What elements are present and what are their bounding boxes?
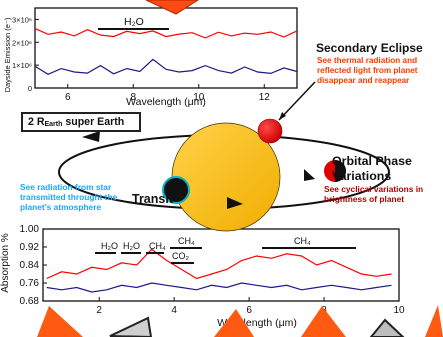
bottom-x-tick-label: 6 bbox=[246, 305, 252, 316]
top-x-tick-label: 12 bbox=[259, 92, 271, 103]
bottom-y-tick-label: 0.68 bbox=[20, 296, 40, 307]
orbital-phase-title: Orbital Phase Variations bbox=[332, 154, 412, 183]
bottom-y-tick-label: 0.92 bbox=[20, 242, 40, 253]
top-h2o-label: H₂O bbox=[124, 16, 144, 28]
top-y-tick-label: 2×10⁶ bbox=[12, 38, 32, 47]
top-y-tick-label: 1×10⁶ bbox=[12, 61, 32, 70]
bottom-x-tick-label: 4 bbox=[171, 305, 177, 316]
bottom-band-label-6: CH₄ bbox=[294, 236, 311, 246]
super-earth-prefix: 2 R bbox=[28, 116, 45, 128]
bottom-band-label-1: H₂O bbox=[101, 241, 118, 251]
bottom-band-label-4: CH₄ bbox=[178, 236, 195, 246]
far-right-orange-pointer bbox=[425, 305, 443, 337]
top-chart-frame bbox=[34, 7, 298, 89]
bottom-y-tick-label: 0.84 bbox=[20, 260, 40, 271]
super-earth-subscript: Earth bbox=[44, 121, 63, 128]
top-x-tick-label: 10 bbox=[193, 92, 205, 103]
top-emission-chart: 3×10⁶ 2×10⁶ 1×10⁶ 0 6 8 10 12 H₂O Wavelength (μm)… bbox=[3, 7, 298, 108]
bottom-y-axis-label: Absorption % bbox=[0, 233, 11, 293]
orbital-phase-note: See cyclical variations in brightness of… bbox=[324, 184, 424, 204]
top-x-tick-label: 8 bbox=[130, 92, 136, 103]
top-x-axis-label: Wavelength (μm) bbox=[126, 96, 206, 108]
bottom-x-tick-label: 2 bbox=[96, 305, 102, 316]
orbit-arrow-top bbox=[82, 131, 100, 142]
secondary-eclipse-title: Secondary Eclipse bbox=[316, 41, 423, 55]
secondary-arrow-head bbox=[279, 112, 286, 120]
top-series-1-line bbox=[34, 28, 298, 39]
bottom-left-orange-pointer bbox=[37, 306, 83, 337]
top-y-axis-label: Dayside Emission (e⁻) bbox=[3, 17, 12, 92]
transit-planet bbox=[162, 176, 190, 204]
bottom-chart-frame bbox=[42, 228, 400, 302]
bottom-x-tick-label: 10 bbox=[393, 305, 405, 316]
super-earth-label-box: 2 REarth super Earth bbox=[21, 112, 141, 132]
top-y-tick-label: 3×10⁶ bbox=[12, 15, 32, 24]
super-earth-suffix: super Earth bbox=[62, 116, 125, 128]
secondary-eclipse-note: See thermal radiation and reflected ligh… bbox=[317, 56, 418, 85]
bottom-gray-pointer-2 bbox=[369, 318, 405, 337]
bottom-center-orange-pointer bbox=[214, 309, 254, 337]
secondary-arrow-line bbox=[278, 81, 316, 121]
transit-label: Transit bbox=[132, 192, 173, 206]
bottom-y-tick-label: 0.76 bbox=[20, 278, 40, 289]
bottom-series-1-line bbox=[46, 248, 392, 280]
bottom-band-label-5: CO₂ bbox=[172, 251, 190, 261]
bottom-y-tick-label: 1.00 bbox=[20, 224, 40, 235]
bottom-band-label-3: CH₄ bbox=[149, 241, 166, 251]
bottom-right-orange-pointer bbox=[301, 306, 346, 337]
top-y-tick-label: 0 bbox=[28, 84, 32, 93]
orbit-scene bbox=[58, 81, 390, 232]
bottom-series-2-line bbox=[46, 282, 392, 293]
secondary-eclipse-planet bbox=[257, 118, 283, 144]
top-x-tick-label: 6 bbox=[65, 92, 71, 103]
bottom-band-label-2: H₂O bbox=[123, 241, 140, 251]
top-series-2-line bbox=[34, 58, 298, 75]
transit-note: See radiation from star transmitted thro… bbox=[20, 182, 118, 212]
bottom-absorption-chart: 1.000.920.840.760.68246810H₂OH₂OCH₄CH₄CO… bbox=[0, 224, 405, 329]
phase-planet-dark-half bbox=[335, 160, 346, 182]
orbit-arrow-bottom bbox=[227, 197, 243, 209]
top-orange-pointer bbox=[145, 0, 199, 15]
orbit-arrow-right bbox=[304, 169, 315, 181]
